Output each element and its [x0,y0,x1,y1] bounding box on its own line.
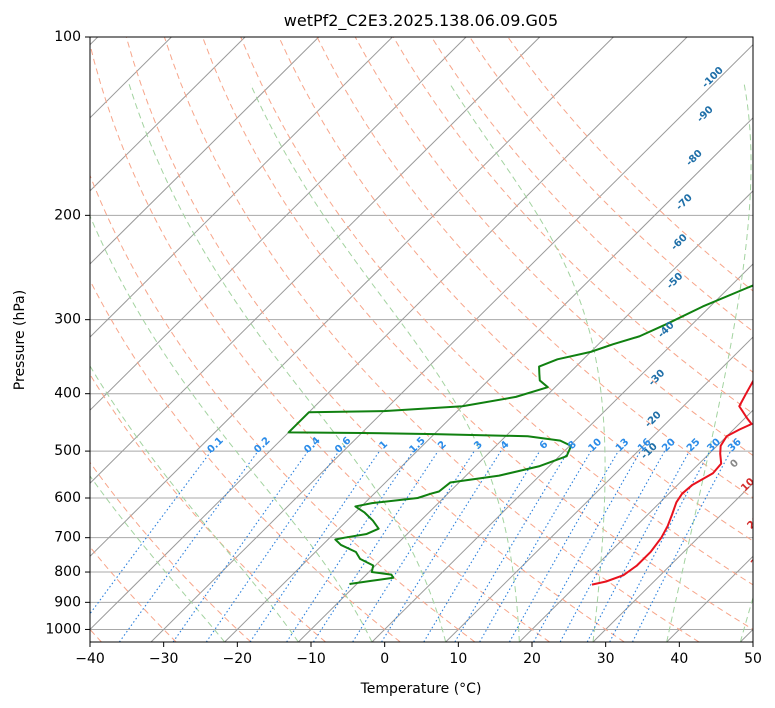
dry-adiabat-line [90,373,326,642]
mixing-ratio-line [312,450,439,642]
y-tick-label: 1000 [45,621,81,637]
isotherm-line [371,263,753,642]
moist-adiabat-line [449,83,606,642]
x-tick-label: 30 [597,651,615,667]
x-axis-label: Temperature (°C) [360,681,482,697]
dry-adiabat-line [90,42,550,642]
x-tick-label: −20 [223,651,253,667]
mixing-ratio-lines [90,450,732,642]
moist-adiabat-label: 20 [745,514,763,532]
x-tick-label: 40 [670,651,688,667]
y-tick-label: 800 [54,564,81,580]
dry-adiabat-lines [90,37,753,642]
y-tick-label: 600 [54,490,81,506]
mixing-ratio-line [205,450,340,642]
isotherm-line [90,37,541,484]
isotherm-line [90,37,320,265]
mixing-ratio-line [586,450,690,642]
y-tick-label: 200 [54,207,81,223]
x-tick-label: −30 [149,651,179,667]
mixing-ratio-line [286,450,414,642]
dry-adiabat-line [163,37,700,642]
isotherm-line [592,482,753,642]
isotherm-line [90,37,614,558]
isobar-lines [90,37,753,630]
isotherm-line [90,37,467,411]
y-tick-label: 100 [54,29,81,45]
y-tick-label: 900 [54,594,81,610]
dry-adiabat-line [90,279,401,642]
moist-adiabat-line [90,475,226,642]
dry-adiabat-line [316,37,753,499]
temperature-line [591,379,753,586]
x-tick-label: 0 [380,651,389,667]
y-axis-label: Pressure (hPa) [12,290,28,390]
moist-adiabat-line [249,83,520,642]
isotherm-line [518,409,753,642]
mixing-ratio-line [90,450,212,615]
moist-adiabat-line [90,214,373,642]
y-tick-label: 400 [54,386,81,402]
mixing-ratio-line [423,450,541,642]
isotherm-line [445,336,753,642]
mixing-ratio-line [118,450,259,642]
x-tick-label: 10 [449,651,467,667]
mixing-ratio-line [352,450,475,642]
x-tick-label: 50 [744,651,762,667]
dry-adiabat-line [90,461,252,642]
moist-adiabat-line [90,364,299,642]
isotherm-line [90,37,246,192]
x-tick-label: −10 [296,651,326,667]
moist-adiabat-lines [90,83,753,642]
isotherm-line [150,43,753,642]
moist-adiabat-line [666,83,752,642]
chart-title: wetPf2_C2E3.2025.138.06.09.G05 [284,11,558,31]
mixing-ratio-line [249,450,381,642]
plot-area [90,37,753,642]
y-axis-ticks: 100 200 300 400 500 600 700 800 900 1000 [45,29,90,637]
mixing-ratio-line [559,450,666,642]
dry-adiabat-line [354,37,753,457]
dry-adiabat-line [392,37,753,415]
plot-frame [89,36,754,643]
mixing-ratio-line [533,450,641,642]
sounding-series [287,284,753,586]
y-tick-label: 700 [54,530,81,546]
dry-adiabat-line [90,174,476,642]
dry-adiabat-line [202,37,753,631]
dry-adiabat-line [278,37,753,542]
dewpoint-line [287,284,753,585]
y-tick-label: 500 [54,443,81,459]
moist-adiabat-line [739,595,753,642]
plot-layers: -100-90-80-70-60-50-40-30-20-10102030400… [90,37,775,642]
mixing-ratio-line [172,450,309,642]
isotherm-line [90,37,688,631]
moist-adiabat-label: 30 [749,552,767,570]
moist-adiabat-line [128,83,447,642]
y-tick-label: 300 [54,312,81,328]
dry-adiabat-line [240,37,753,586]
isotherm-line [90,37,393,338]
x-axis-ticks: −40 −30 −20 −10 0 10 20 30 40 50 [75,642,762,667]
isotherm-line [297,190,753,642]
isotherm-lines [90,37,753,642]
moist-adiabat-label: 40 [759,588,775,606]
x-tick-label: 20 [523,651,541,667]
isotherm-line [224,117,753,642]
x-tick-label: −40 [75,651,105,667]
dry-adiabat-line [125,37,625,642]
